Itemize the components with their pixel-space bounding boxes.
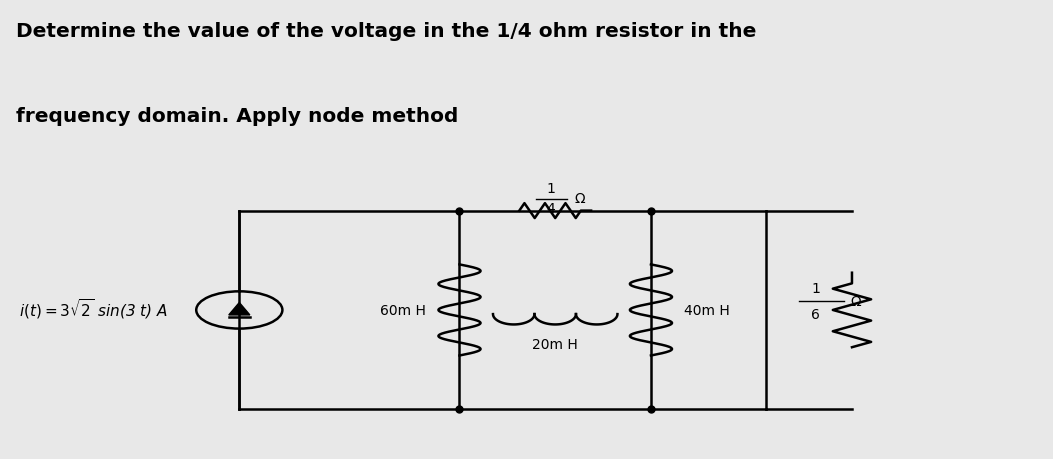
Text: 6: 6	[811, 307, 820, 321]
Text: 1: 1	[811, 282, 820, 296]
Text: 4: 4	[547, 202, 555, 216]
Polygon shape	[229, 303, 250, 315]
Text: Ω: Ω	[574, 192, 585, 206]
Text: Determine the value of the voltage in the 1/4 ohm resistor in the: Determine the value of the voltage in th…	[17, 22, 757, 41]
Text: $i(t) = 3\sqrt{2}$ sin(3 $t$) A: $i(t) = 3\sqrt{2}$ sin(3 $t$) A	[19, 297, 167, 320]
Text: frequency domain. Apply node method: frequency domain. Apply node method	[17, 106, 459, 125]
Text: 20m H: 20m H	[533, 337, 578, 351]
Text: 40m H: 40m H	[684, 303, 730, 317]
Text: 60m H: 60m H	[380, 303, 426, 317]
Text: 1: 1	[547, 181, 555, 196]
Text: Ω: Ω	[850, 294, 860, 308]
